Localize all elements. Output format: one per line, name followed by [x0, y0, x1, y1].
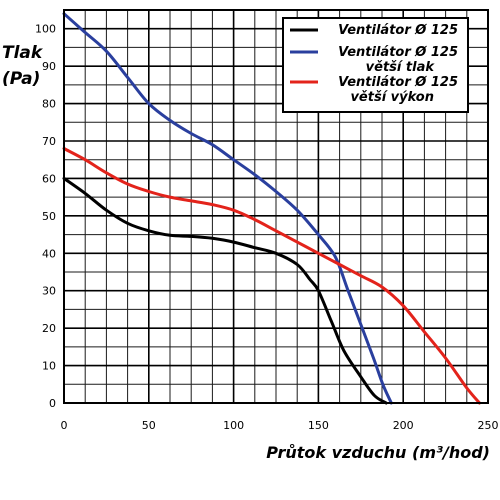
y-tick-label: 100 — [35, 23, 56, 36]
x-tick-label: 200 — [393, 419, 414, 432]
y-tick-label: 90 — [42, 60, 56, 73]
legend-label-1-line1: Ventilátor Ø 125 — [338, 23, 458, 38]
y-tick-label: 20 — [42, 322, 56, 335]
legend-label-2-line1: Ventilátor Ø 125 — [338, 45, 458, 60]
y-tick-label: 50 — [42, 210, 56, 223]
legend-box — [282, 17, 469, 113]
series-line-1 — [62, 176, 388, 405]
series-line-2 — [62, 12, 393, 405]
y-tick-label: 10 — [42, 360, 56, 373]
y-tick-label: 80 — [42, 98, 56, 111]
plot-border — [63, 9, 489, 404]
x-tick-label: 100 — [223, 419, 244, 432]
tick-labels: 0 50 100 150 200 250 0 10 20 30 40 50 60 70 80 90 100 — [35, 23, 499, 432]
legend-label-3-line1: Ventilátor Ø 125 — [338, 75, 458, 90]
legend-label-3-line2: větší výkon — [350, 90, 434, 105]
series-line-3 — [62, 147, 481, 405]
y-axis-title-line2: (Pa) — [2, 69, 40, 89]
x-tick-label: 50 — [142, 419, 156, 432]
y-tick-label: 0 — [49, 397, 56, 410]
y-axis-title-line1: Tlak — [2, 43, 44, 63]
x-tick-label: 150 — [308, 419, 329, 432]
x-axis-title: Průtok vzduchu (m³/hod) — [266, 443, 490, 462]
legend-label-2-line2: větší tlak — [366, 60, 436, 75]
x-tick-label: 0 — [61, 419, 68, 432]
series-lines — [62, 12, 481, 405]
x-tick-label: 250 — [478, 419, 499, 432]
y-tick-label: 30 — [42, 285, 56, 298]
y-tick-label: 40 — [42, 247, 56, 260]
y-tick-label: 60 — [42, 172, 56, 185]
y-tick-label: 70 — [42, 135, 56, 148]
plot-frame — [63, 9, 489, 404]
